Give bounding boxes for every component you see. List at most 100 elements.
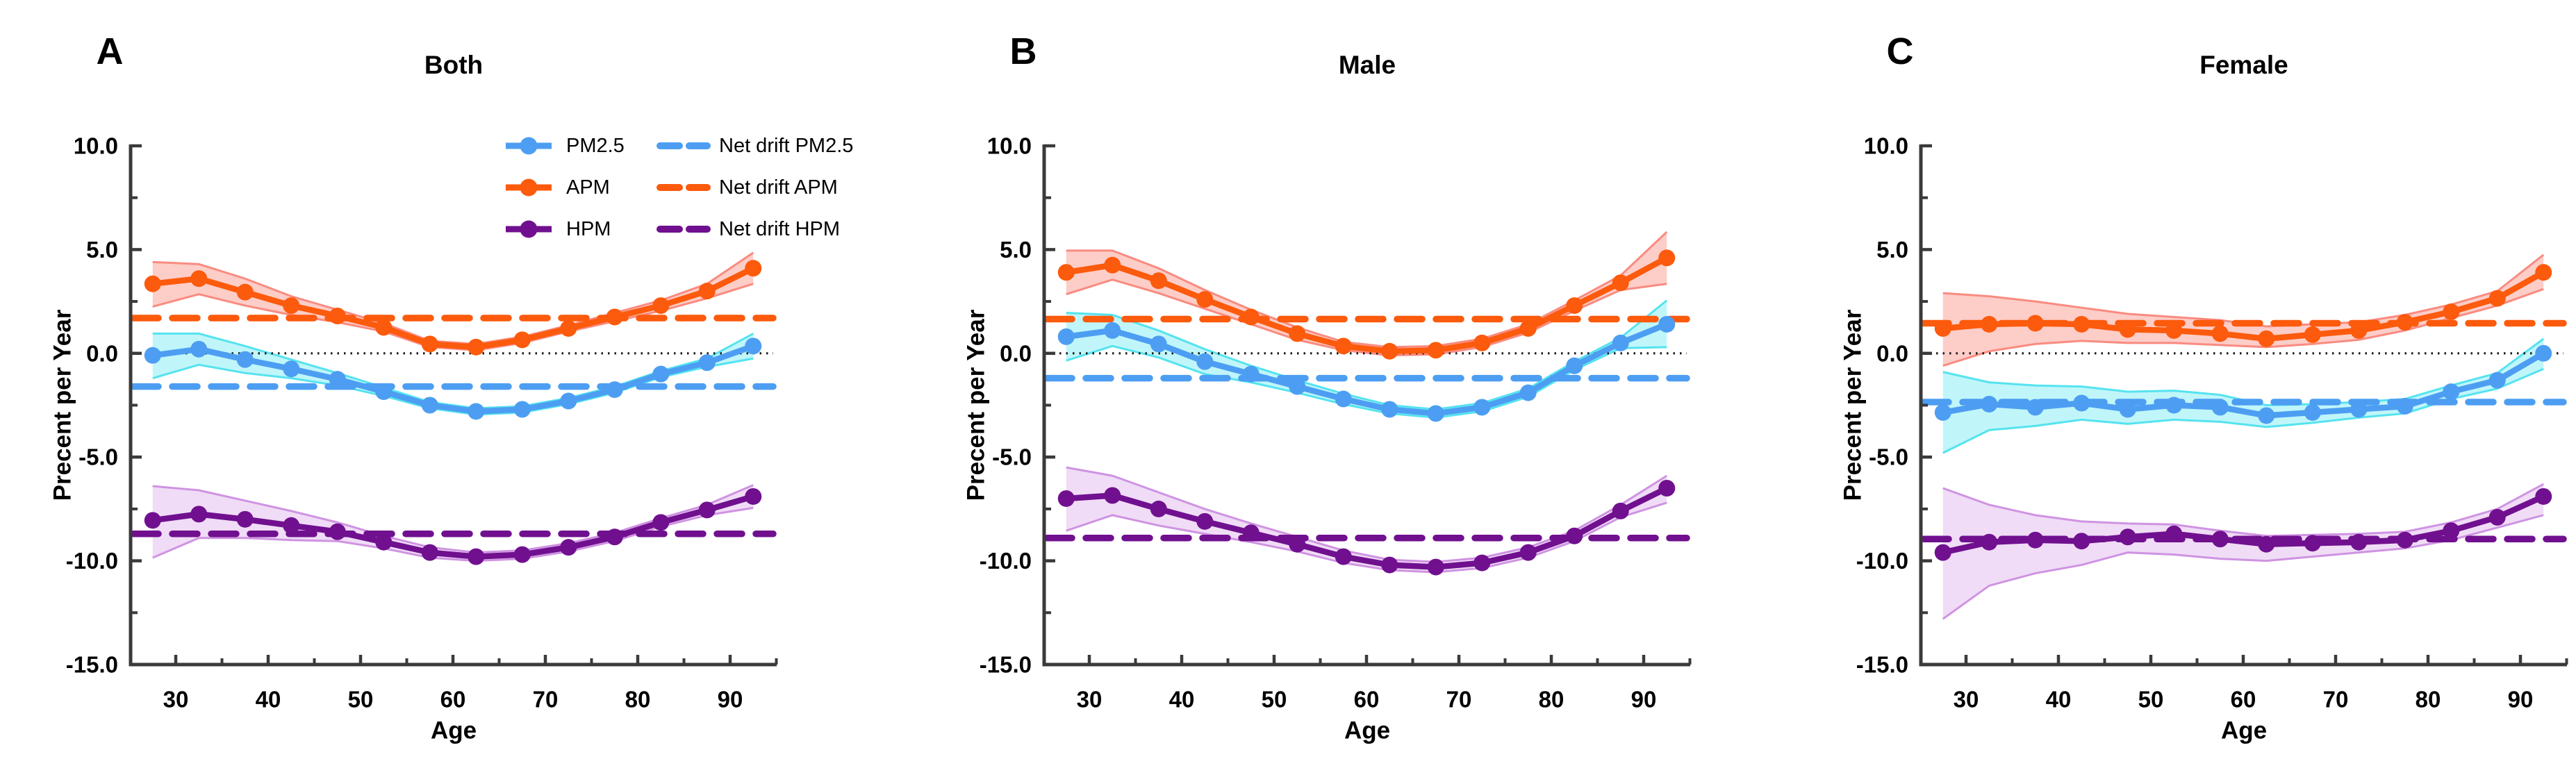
panel-letter: A (97, 31, 124, 72)
pm25-point (1934, 403, 1951, 421)
panel-title: Male (1339, 51, 1396, 79)
hpm-ci-band (1942, 484, 2544, 619)
pm25-point (2443, 383, 2460, 401)
hpm-ci-lower-edge (152, 506, 754, 562)
pm25-point (468, 403, 485, 420)
pm25-point (1566, 357, 1583, 374)
legend-label: HPM (566, 218, 611, 240)
hpm-point (652, 514, 670, 531)
x-tick-label: 60 (1354, 687, 1380, 712)
pm25-point (1612, 334, 1629, 351)
y-tick-label: -5.0 (79, 444, 118, 470)
x-tick-label: 50 (1262, 687, 1287, 712)
apm-point (2073, 315, 2090, 333)
pm25-ci-lower-edge (1066, 344, 1667, 419)
pm25-point (652, 365, 670, 383)
apm-point (1519, 319, 1537, 337)
y-tick-label: -15.0 (66, 652, 118, 678)
pm25-point (2396, 397, 2413, 415)
legend-item-hpm: HPM (506, 218, 611, 240)
x-tick-label: 80 (2416, 687, 2441, 712)
x-tick-label: 90 (1631, 687, 1657, 712)
hpm-point (1427, 558, 1444, 576)
legend: PM2.5 APM HPM Net drift PM2.5 Net drift APM N… (506, 135, 853, 240)
y-tick-label: -10.0 (980, 548, 1032, 574)
apm-point (1658, 249, 1676, 267)
y-tick-label: -10.0 (66, 548, 118, 574)
hpm-point (1196, 512, 1214, 530)
hpm-point (2488, 508, 2506, 526)
y-tick-label: -15.0 (1856, 652, 1908, 678)
legend-label: Net drift HPM (719, 218, 840, 240)
pm25-point (1658, 315, 1676, 333)
pm25-point (698, 354, 716, 372)
pm25-point (745, 337, 762, 355)
hpm-point (2535, 487, 2552, 505)
apm-point (1057, 264, 1075, 281)
x-tick-label: 40 (2046, 687, 2072, 712)
pm25-point (606, 381, 623, 399)
pm25-ci-band (1066, 300, 1667, 418)
x-tick-label: 70 (533, 687, 559, 712)
hpm-point (1566, 527, 1583, 544)
hpm-point (513, 546, 531, 563)
legend-label: Net drift APM (719, 176, 838, 199)
pm25-point (2211, 399, 2229, 416)
hpm-point (2119, 528, 2136, 546)
legend-item-pm25: PM2.5 (506, 135, 625, 157)
hpm-point (1519, 544, 1537, 561)
apm-point (1242, 308, 1260, 326)
apm-point (2350, 322, 2368, 339)
hpm-point (1150, 500, 1167, 517)
y-tick-label: 0.0 (1000, 340, 1032, 366)
hpm-point (1289, 535, 1306, 553)
legend-label: APM (566, 176, 610, 199)
y-tick-label: 0.0 (86, 340, 118, 366)
pm25-point (1242, 365, 1260, 383)
hpm-point (283, 517, 300, 534)
x-tick-label: 40 (256, 687, 281, 712)
legend-item-nd-pm25: Net drift PM2.5 (657, 135, 853, 157)
apm-point (375, 319, 393, 336)
pm25-point (144, 347, 161, 364)
axes: 10.0 5.0 0.0 -5.0 -10.0 -15.0 30 40 50 60 70 80 90 (1856, 133, 2568, 712)
x-tick-label: 70 (1446, 687, 1472, 712)
x-tick-label: 70 (2323, 687, 2349, 712)
apm-point (1335, 337, 1352, 355)
x-tick-label: 60 (440, 687, 466, 712)
hpm-point (236, 510, 254, 528)
x-tick-label: 50 (2138, 687, 2164, 712)
apm-point (190, 270, 208, 287)
apm-point (513, 331, 531, 349)
apm-ci-lower-edge (152, 283, 754, 351)
apm-legend-marker (520, 178, 538, 197)
y-tick-label: -5.0 (992, 444, 1032, 470)
apm-point (2026, 315, 2044, 332)
y-axis-label: Precent per Year (49, 309, 76, 501)
hpm-point (1473, 554, 1491, 572)
apm-point (2304, 326, 2321, 343)
hpm-point (1335, 548, 1352, 565)
pm25-legend-marker (520, 137, 538, 155)
apm-point (606, 308, 623, 326)
apm-point (1934, 319, 1951, 337)
apm-point (2488, 290, 2506, 307)
pm25-point (513, 401, 531, 418)
hpm-point (1658, 480, 1676, 497)
hpm-point (2211, 531, 2229, 548)
hpm-point (2304, 535, 2321, 552)
apm-point (2119, 321, 2136, 338)
pm25-point (329, 371, 346, 388)
pm25-point (1981, 396, 1998, 413)
apm-point (468, 338, 485, 356)
apm-point (2535, 264, 2552, 281)
apm-point (1104, 256, 1121, 274)
hpm-point (2396, 531, 2413, 549)
y-tick-label: 5.0 (1876, 237, 1908, 262)
apm-ci-lower-edge (1066, 278, 1667, 357)
hpm-point (1242, 524, 1260, 542)
hpm-point (421, 544, 438, 561)
x-tick-label: 30 (1954, 687, 1979, 712)
